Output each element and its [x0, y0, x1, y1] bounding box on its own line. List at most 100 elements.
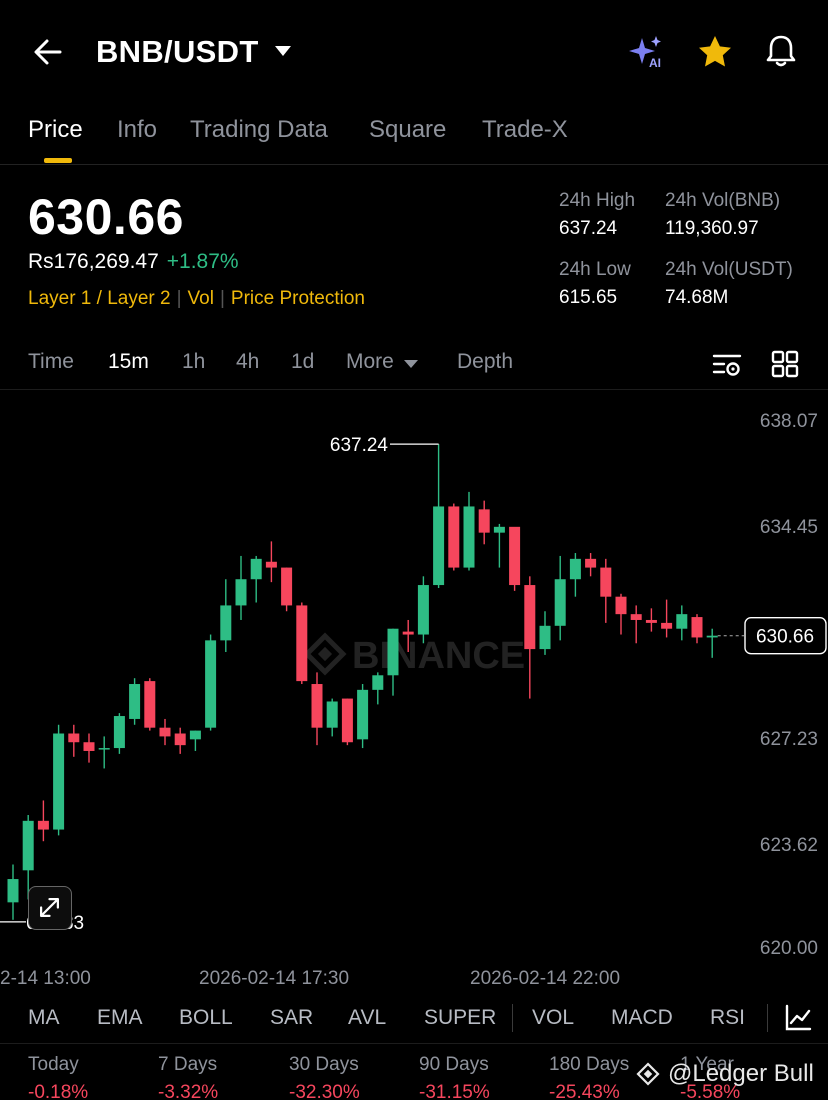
ind-vol[interactable]: VOL: [532, 1006, 575, 1029]
chart-svg: BINANCE 638.07634.45630.84627.23623.6262…: [0, 411, 827, 989]
indicator-chart-icon[interactable]: [784, 1004, 812, 1032]
candle: [585, 553, 597, 577]
local-price: Rs176,269.47 +1.87%: [28, 250, 239, 274]
indicator-bar: MA EMA BOLL SAR AVL SUPER VOL MACD RSI: [0, 1000, 828, 1044]
candle-body: [402, 631, 414, 635]
stat-high-value: 637.24: [559, 218, 618, 239]
candle: [341, 698, 353, 746]
candle: [281, 567, 293, 612]
ind-super[interactable]: SUPER: [424, 1006, 497, 1029]
candle-body: [691, 617, 703, 638]
back-arrow-icon[interactable]: [30, 34, 66, 70]
tab-trading-data[interactable]: Trading Data: [190, 116, 328, 143]
y-tick-label: 634.45: [760, 517, 818, 538]
grid-layout-icon[interactable]: [770, 349, 800, 379]
tf-1d[interactable]: 1d: [291, 350, 315, 373]
candle-body: [357, 689, 369, 740]
candle: [37, 800, 49, 842]
candle-body: [159, 727, 171, 737]
candle-body: [645, 619, 657, 623]
candle: [463, 491, 475, 571]
candle: [326, 698, 338, 737]
tf-1h[interactable]: 1h: [182, 350, 206, 373]
x-tick-label: 2026-02-14 22:00: [470, 968, 620, 989]
candle-body: [478, 509, 490, 533]
tf-depth[interactable]: Depth: [457, 350, 514, 373]
ai-sparkle-icon[interactable]: AI: [628, 34, 668, 70]
candle: [235, 555, 247, 620]
high-marker-label: 637.24: [330, 435, 389, 456]
candle-body: [37, 820, 49, 830]
perf-90d-value: -31.15%: [419, 1082, 490, 1100]
tab-square[interactable]: Square: [369, 116, 447, 143]
ind-rsi[interactable]: RSI: [710, 1006, 746, 1029]
stat-vol-bnb-value: 119,360.97: [665, 218, 759, 239]
creator-credit: @Ledger Bull: [636, 1060, 814, 1088]
fullscreen-button[interactable]: [28, 886, 72, 930]
stat-vol-usdt-value: 74.68M: [665, 287, 729, 308]
ind-sar[interactable]: SAR: [270, 1006, 314, 1029]
candle-body: [372, 675, 384, 690]
more-caret-icon[interactable]: [404, 360, 418, 368]
ind-boll[interactable]: BOLL: [179, 1006, 233, 1029]
tf-15m[interactable]: 15m: [108, 350, 149, 373]
candle-body: [7, 879, 19, 903]
candle-body: [205, 640, 217, 728]
candle: [311, 672, 323, 746]
candle: [478, 500, 490, 545]
ind-avl[interactable]: AVL: [348, 1006, 387, 1029]
tag-layer[interactable]: Layer 1 / Layer 2: [28, 288, 171, 309]
tf-more[interactable]: More: [346, 350, 394, 373]
main-tabs: Price Info Trading Data Square Trade-X: [0, 110, 828, 165]
candle-body: [174, 733, 186, 746]
indicator-divider: [512, 1004, 513, 1032]
candle: [569, 553, 581, 597]
candle-body: [281, 567, 293, 606]
candle: [220, 579, 232, 652]
candle-body: [68, 733, 80, 743]
ind-ma[interactable]: MA: [28, 1006, 60, 1029]
candle-body: [585, 558, 597, 568]
ind-ema[interactable]: EMA: [97, 1006, 143, 1029]
perf-90d-label: 90 Days: [419, 1054, 489, 1075]
stat-low-value: 615.65: [559, 287, 618, 308]
candle-body: [53, 733, 65, 830]
chart-settings-icon[interactable]: [712, 350, 742, 380]
tag-vol[interactable]: Vol: [187, 288, 214, 309]
candle-body: [433, 506, 445, 586]
candle: [98, 736, 110, 769]
candle: [250, 555, 262, 603]
pair-title[interactable]: BNB/USDT: [96, 34, 259, 69]
ind-macd[interactable]: MACD: [611, 1006, 673, 1029]
candle-body: [387, 628, 399, 676]
stat-low-label: 24h Low: [559, 259, 631, 280]
active-tab-indicator: [44, 158, 72, 163]
binance-logo-icon: [636, 1062, 660, 1086]
candlestick-chart[interactable]: BINANCE 638.07634.45630.84627.23623.6262…: [0, 392, 828, 1000]
candle-body: [326, 701, 338, 728]
favorite-star-icon[interactable]: [696, 34, 734, 70]
candle-body: [417, 585, 429, 635]
tag-price-protection[interactable]: Price Protection: [230, 288, 366, 309]
tab-price[interactable]: Price: [28, 116, 83, 143]
candle: [83, 733, 95, 763]
perf-today-value: -0.18%: [28, 1082, 89, 1100]
tab-trade-x[interactable]: Trade-X: [482, 116, 568, 143]
candle: [53, 724, 65, 836]
last-price-box: [744, 616, 827, 655]
pair-dropdown-caret-icon[interactable]: [275, 46, 291, 56]
tf-time[interactable]: Time: [28, 350, 74, 373]
tf-4h[interactable]: 4h: [236, 350, 260, 373]
candle-body: [615, 596, 627, 615]
candle: [7, 864, 19, 920]
perf-180d-label: 180 Days: [549, 1054, 630, 1075]
candle: [676, 605, 688, 641]
candle: [296, 602, 308, 685]
candle-body: [676, 614, 688, 629]
stat-vol-usdt-label: 24h Vol(USDT): [665, 259, 793, 280]
candle: [265, 541, 277, 583]
notification-bell-icon[interactable]: [762, 32, 800, 70]
candle: [630, 605, 642, 644]
tab-info[interactable]: Info: [117, 116, 158, 143]
perf-7d-label: 7 Days: [158, 1054, 218, 1075]
